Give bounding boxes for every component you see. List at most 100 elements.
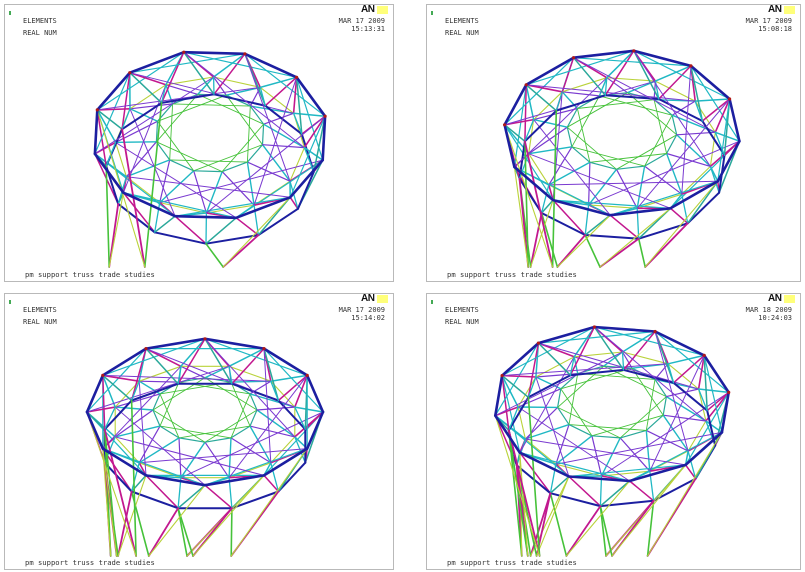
truss-member <box>86 406 116 413</box>
truss-member <box>507 429 541 557</box>
truss-member <box>536 475 570 557</box>
truss-member <box>619 396 667 439</box>
truss-member <box>525 84 563 93</box>
truss-member <box>246 161 291 182</box>
truss-member <box>653 99 668 154</box>
truss-member <box>249 409 258 427</box>
outer-ring-member <box>96 71 132 112</box>
truss-member <box>527 374 572 399</box>
truss-member <box>598 95 673 116</box>
truss-member <box>633 50 660 100</box>
truss-member <box>671 100 696 116</box>
truss-member <box>205 115 326 214</box>
outer-ring-member <box>85 410 105 450</box>
truss-member <box>183 51 215 96</box>
truss-member <box>204 448 308 486</box>
truss-member <box>503 57 575 126</box>
truss-member <box>507 396 530 432</box>
truss-member <box>529 212 543 268</box>
truss-member <box>204 338 308 377</box>
truss-member <box>102 448 112 557</box>
truss-member <box>174 215 207 245</box>
outer-ring-member <box>101 347 148 377</box>
truss-member <box>152 409 206 443</box>
truss-member <box>277 461 307 493</box>
truss-member <box>675 134 712 168</box>
truss-member <box>609 180 719 216</box>
truss-member <box>508 429 523 557</box>
truss-member <box>593 326 707 422</box>
outer-ring-member <box>494 414 522 454</box>
truss-member <box>221 123 265 173</box>
truss-member <box>138 448 308 464</box>
truss-member <box>556 214 611 268</box>
truss-member <box>86 365 230 413</box>
truss-member <box>528 126 568 155</box>
truss-member <box>690 65 704 122</box>
truss-member <box>555 94 607 112</box>
truss-member <box>576 108 591 163</box>
truss-member <box>177 365 182 385</box>
truss-member <box>94 76 215 155</box>
truss-member <box>197 76 215 96</box>
outer-ring-member <box>243 52 298 79</box>
truss-member <box>672 381 709 412</box>
truss-member <box>289 147 305 182</box>
truss-member <box>294 406 306 430</box>
timestamp: MAR 17 2009 15:13:31 <box>339 17 385 33</box>
truss-member <box>671 114 678 136</box>
truss-member <box>213 93 267 107</box>
truss-member <box>549 492 568 557</box>
truss-member <box>292 112 303 135</box>
truss-member <box>587 168 618 206</box>
truss-member <box>169 159 248 163</box>
truss-member <box>588 204 638 209</box>
truss-member <box>259 86 295 114</box>
truss-model-view <box>93 50 327 268</box>
truss-member <box>160 84 167 104</box>
truss-member <box>157 120 195 172</box>
truss-member <box>524 118 535 142</box>
plot-window-3: ELEMENTS REAL NUM AN MAR 17 2009 15:14:0… <box>4 293 394 570</box>
time-text: 10:24:03 <box>758 314 792 322</box>
truss-member <box>125 176 291 198</box>
truss-member <box>153 231 207 245</box>
truss-member <box>303 146 315 173</box>
outer-ring-member <box>262 347 309 377</box>
truss-member <box>644 114 673 167</box>
truss-member <box>228 347 265 368</box>
truss-member <box>555 424 570 465</box>
truss-member <box>277 374 308 402</box>
truss-member <box>519 356 575 454</box>
truss-node <box>128 71 132 75</box>
date-text: MAR 18 2009 <box>745 306 792 314</box>
truss-member <box>270 374 308 382</box>
truss-member <box>94 153 128 178</box>
truss-member <box>192 474 265 557</box>
outer-ring-member <box>144 474 207 487</box>
timestamp: MAR 17 2009 15:14:02 <box>339 306 385 322</box>
truss-member <box>647 431 723 557</box>
truss-member <box>235 217 260 236</box>
truss-member <box>518 177 543 214</box>
truss-model-view <box>503 49 741 268</box>
truss-member <box>277 399 307 431</box>
truss-member <box>622 330 656 371</box>
truss-member <box>698 388 707 422</box>
truss-member <box>246 161 255 206</box>
truss-member <box>180 441 206 479</box>
plot-window-1: ELEMENTS REAL NUM AN MAR 17 2009 15:13:3… <box>4 4 394 282</box>
truss-member <box>666 134 678 155</box>
truss-member <box>665 388 700 398</box>
truss-member <box>701 98 731 122</box>
truss-member <box>160 93 215 104</box>
truss-member <box>528 119 535 155</box>
truss-member <box>102 374 140 382</box>
outer-ring-member <box>101 447 148 477</box>
truss-member <box>138 425 161 464</box>
truss-member <box>568 424 647 431</box>
truss-member <box>155 141 223 173</box>
outer-ring-member <box>288 158 325 199</box>
truss-member <box>292 112 326 117</box>
truss-member <box>501 374 510 432</box>
